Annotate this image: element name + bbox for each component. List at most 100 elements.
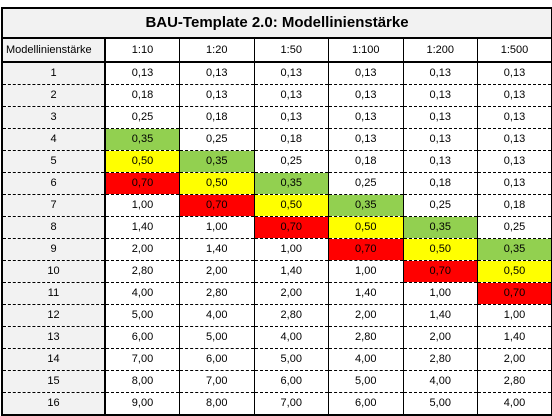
value-cell[interactable]: 0,18: [253, 128, 329, 151]
value-cell[interactable]: 0,13: [477, 84, 552, 107]
value-cell[interactable]: 5,00: [402, 392, 478, 416]
value-cell[interactable]: 0,13: [402, 106, 478, 129]
value-cell[interactable]: 1,00: [253, 238, 329, 261]
value-cell[interactable]: 0,25: [253, 150, 329, 173]
row-label-cell[interactable]: 9: [1, 238, 106, 261]
value-cell[interactable]: 0,35: [179, 150, 255, 173]
value-cell[interactable]: 0,13: [402, 128, 478, 151]
value-cell[interactable]: 8,00: [179, 392, 255, 416]
row-label-cell[interactable]: 2: [1, 84, 106, 107]
value-cell[interactable]: 7,00: [253, 392, 329, 416]
row-label-cell[interactable]: 15: [1, 370, 106, 393]
row-label-cell[interactable]: 6: [1, 172, 106, 195]
row-label-cell[interactable]: 13: [1, 326, 106, 349]
value-cell[interactable]: 6,00: [328, 392, 404, 416]
row-label-cell[interactable]: 5: [1, 150, 106, 173]
row-label-cell[interactable]: 16: [1, 392, 106, 416]
value-cell[interactable]: 0,13: [477, 150, 552, 173]
scale-header-cell[interactable]: 1:50: [253, 37, 329, 63]
value-cell[interactable]: 0,50: [253, 194, 329, 217]
value-cell[interactable]: 4,00: [477, 392, 552, 416]
value-cell[interactable]: 0,13: [104, 61, 180, 85]
value-cell[interactable]: 0,70: [104, 172, 180, 195]
value-cell[interactable]: 0,13: [179, 61, 255, 85]
value-cell[interactable]: 0,35: [477, 238, 552, 261]
value-cell[interactable]: 0,35: [402, 216, 478, 239]
row-label-cell[interactable]: 1: [1, 61, 106, 85]
value-cell[interactable]: 1,00: [402, 282, 478, 305]
value-cell[interactable]: 0,13: [477, 61, 552, 85]
value-cell[interactable]: 0,25: [104, 106, 180, 129]
value-cell[interactable]: 0,13: [477, 106, 552, 129]
value-cell[interactable]: 2,80: [477, 370, 552, 393]
value-cell[interactable]: 0,25: [477, 216, 552, 239]
value-cell[interactable]: 1,40: [179, 238, 255, 261]
row-label-cell[interactable]: 7: [1, 194, 106, 217]
value-cell[interactable]: 4,00: [328, 348, 404, 371]
value-cell[interactable]: 0,50: [402, 238, 478, 261]
value-cell[interactable]: 0,70: [253, 216, 329, 239]
value-cell[interactable]: 2,80: [179, 282, 255, 305]
value-cell[interactable]: 4,00: [104, 282, 180, 305]
corner-label[interactable]: Modellinienstärke: [1, 37, 106, 63]
row-label-cell[interactable]: 11: [1, 282, 106, 305]
value-cell[interactable]: 0,50: [104, 150, 180, 173]
row-label-cell[interactable]: 8: [1, 216, 106, 239]
value-cell[interactable]: 5,00: [179, 326, 255, 349]
value-cell[interactable]: 0,13: [253, 84, 329, 107]
value-cell[interactable]: 0,13: [328, 128, 404, 151]
value-cell[interactable]: 0,18: [328, 150, 404, 173]
value-cell[interactable]: 0,18: [179, 106, 255, 129]
value-cell[interactable]: 2,00: [253, 282, 329, 305]
value-cell[interactable]: 0,13: [179, 84, 255, 107]
value-cell[interactable]: 2,00: [402, 326, 478, 349]
row-label-cell[interactable]: 12: [1, 304, 106, 327]
value-cell[interactable]: 6,00: [253, 370, 329, 393]
value-cell[interactable]: 1,00: [328, 260, 404, 283]
value-cell[interactable]: 6,00: [179, 348, 255, 371]
value-cell[interactable]: 0,18: [104, 84, 180, 107]
value-cell[interactable]: 0,13: [328, 84, 404, 107]
value-cell[interactable]: 0,50: [477, 260, 552, 283]
value-cell[interactable]: 7,00: [179, 370, 255, 393]
value-cell[interactable]: 0,18: [402, 172, 478, 195]
value-cell[interactable]: 0,13: [253, 106, 329, 129]
value-cell[interactable]: 0,70: [402, 260, 478, 283]
value-cell[interactable]: 0,25: [179, 128, 255, 151]
scale-header-cell[interactable]: 1:200: [402, 37, 478, 63]
value-cell[interactable]: 7,00: [104, 348, 180, 371]
value-cell[interactable]: 2,80: [104, 260, 180, 283]
row-label-cell[interactable]: 10: [1, 260, 106, 283]
value-cell[interactable]: 5,00: [104, 304, 180, 327]
value-cell[interactable]: 1,40: [253, 260, 329, 283]
value-cell[interactable]: 1,40: [477, 326, 552, 349]
value-cell[interactable]: 1,40: [402, 304, 478, 327]
value-cell[interactable]: 1,40: [104, 216, 180, 239]
value-cell[interactable]: 0,13: [402, 84, 478, 107]
value-cell[interactable]: 0,13: [253, 61, 329, 85]
value-cell[interactable]: 2,00: [477, 348, 552, 371]
value-cell[interactable]: 1,00: [104, 194, 180, 217]
value-cell[interactable]: 0,50: [179, 172, 255, 195]
value-cell[interactable]: 0,50: [328, 216, 404, 239]
value-cell[interactable]: 0,18: [477, 194, 552, 217]
value-cell[interactable]: 4,00: [402, 370, 478, 393]
value-cell[interactable]: 1,40: [328, 282, 404, 305]
value-cell[interactable]: 0,35: [328, 194, 404, 217]
scale-header-cell[interactable]: 1:10: [104, 37, 180, 63]
value-cell[interactable]: 0,13: [402, 61, 478, 85]
value-cell[interactable]: 4,00: [253, 326, 329, 349]
value-cell[interactable]: 1,00: [179, 216, 255, 239]
row-label-cell[interactable]: 3: [1, 106, 106, 129]
value-cell[interactable]: 8,00: [104, 370, 180, 393]
value-cell[interactable]: 5,00: [328, 370, 404, 393]
value-cell[interactable]: 9,00: [104, 392, 180, 416]
value-cell[interactable]: 5,00: [253, 348, 329, 371]
value-cell[interactable]: 0,25: [328, 172, 404, 195]
value-cell[interactable]: 0,13: [477, 172, 552, 195]
value-cell[interactable]: 0,70: [328, 238, 404, 261]
row-label-cell[interactable]: 14: [1, 348, 106, 371]
scale-header-cell[interactable]: 1:100: [328, 37, 404, 63]
value-cell[interactable]: 2,80: [253, 304, 329, 327]
value-cell[interactable]: 0,13: [328, 61, 404, 85]
